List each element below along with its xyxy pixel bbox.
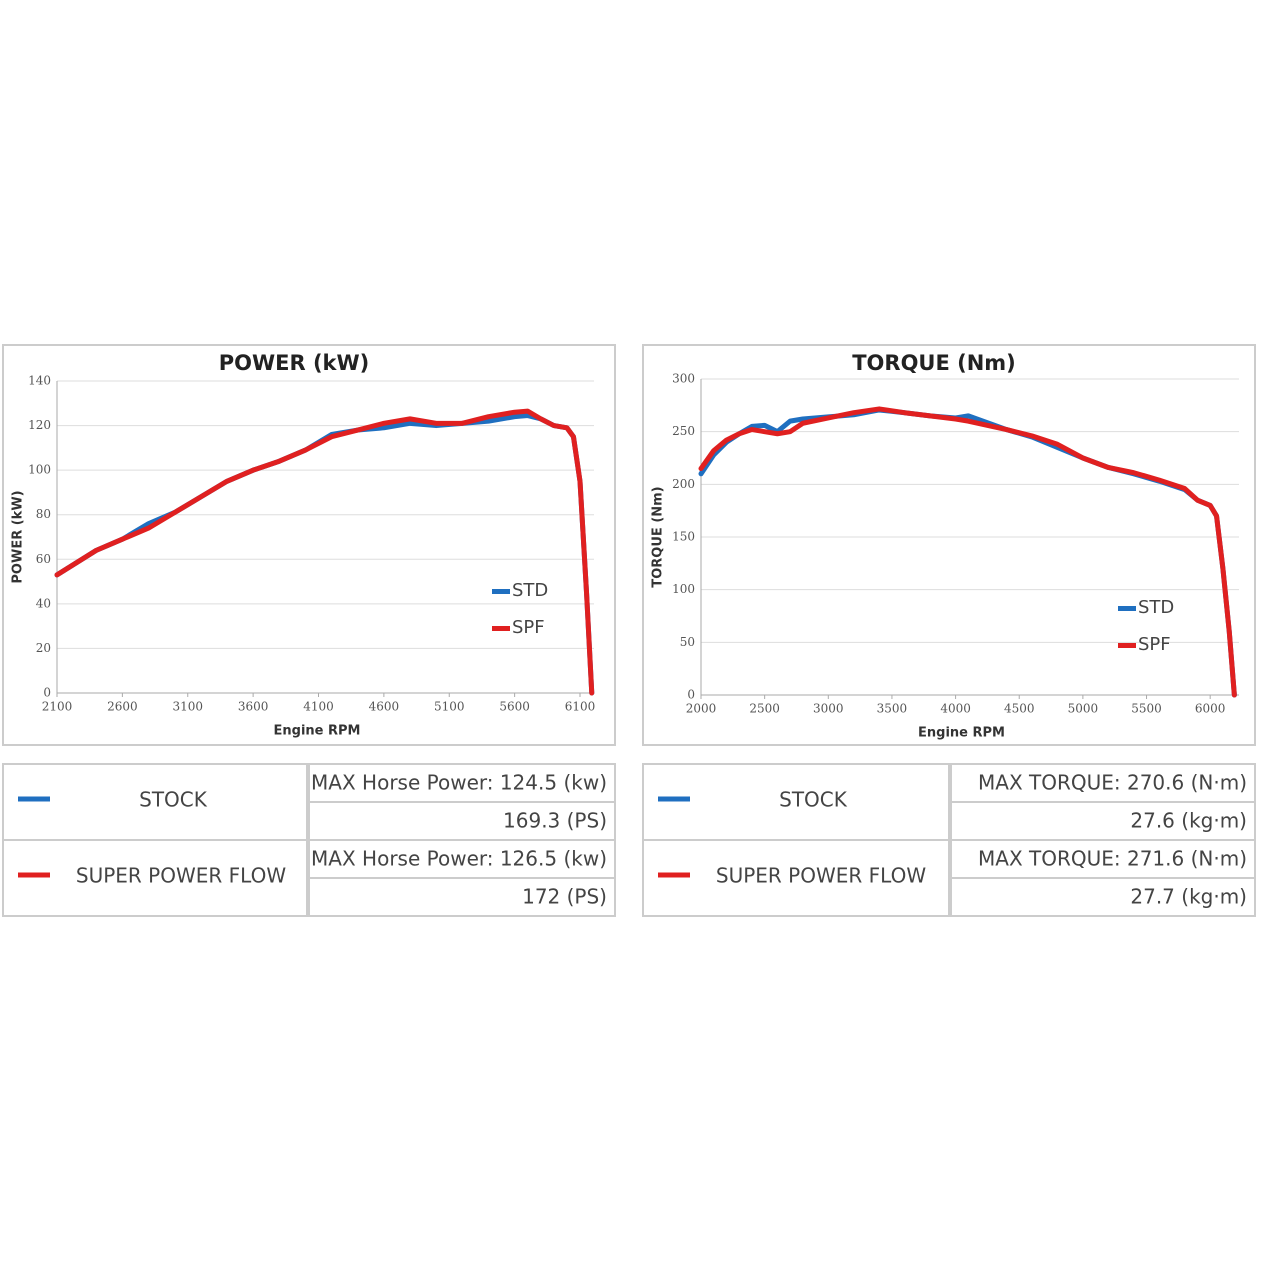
table-name-cell [642, 763, 950, 841]
x-axis-label: Engine RPM [274, 724, 361, 739]
y-tick-label: 0 [687, 688, 695, 702]
table-value: MAX TORQUE: 271.6 (N·m) [978, 847, 1247, 871]
y-tick-label: 0 [43, 686, 51, 700]
chart-title: TORQUE (Nm) [852, 351, 1016, 375]
legend-swatch [492, 626, 510, 631]
x-tick-label: 5500 [1131, 702, 1162, 716]
x-tick-label: 4100 [303, 700, 334, 714]
legend-label: SPF [1138, 634, 1171, 655]
y-tick-label: 100 [28, 463, 51, 477]
legend-label: SPF [512, 617, 545, 638]
x-tick-label: 2000 [686, 702, 717, 716]
y-axis-label: TORQUE (Nm) [651, 486, 666, 587]
x-tick-label: 3500 [877, 702, 908, 716]
y-tick-label: 150 [672, 530, 695, 544]
x-axis-label: Engine RPM [918, 726, 1005, 741]
table-value-cell [308, 839, 616, 879]
table-value-cell [950, 801, 1256, 841]
x-tick-label: 5000 [1068, 702, 1099, 716]
table-value-cell [308, 877, 616, 917]
series-line [698, 406, 1237, 698]
y-tick-label: 40 [36, 596, 51, 610]
chart-title: POWER (kW) [219, 351, 370, 375]
x-tick-label: 5100 [434, 700, 465, 714]
x-tick-label: 3600 [238, 700, 269, 714]
table-value: 172 (PS) [522, 885, 607, 909]
x-tick-label: 2500 [749, 702, 780, 716]
legend-swatch [492, 589, 510, 594]
y-tick-label: 20 [36, 641, 51, 655]
x-tick-label: 2100 [42, 700, 73, 714]
x-tick-label: 2600 [107, 700, 138, 714]
table-value-cell [950, 877, 1256, 917]
y-axis-label: POWER (kW) [11, 490, 26, 583]
y-tick-label: 80 [36, 507, 51, 521]
table-name-cell [2, 763, 308, 841]
x-tick-label: 3100 [172, 700, 203, 714]
y-tick-label: 300 [672, 372, 695, 386]
legend-swatch [1118, 643, 1136, 648]
table-name: SUPER POWER FLOW [76, 864, 286, 888]
table-value: MAX Horse Power: 126.5 (kw) [311, 847, 607, 871]
table-value: 169.3 (PS) [503, 809, 607, 833]
y-tick-label: 250 [672, 424, 695, 438]
table-name: STOCK [139, 788, 208, 812]
table-name: SUPER POWER FLOW [716, 864, 926, 888]
table-name-cell [642, 839, 950, 917]
table-value: 27.6 (kg·m) [1130, 809, 1247, 833]
x-tick-label: 3000 [813, 702, 844, 716]
x-tick-label: 4600 [369, 700, 400, 714]
chart-panel [2, 344, 616, 746]
x-tick-label: 4500 [1004, 702, 1035, 716]
x-tick-label: 6000 [1195, 702, 1226, 716]
x-tick-label: 4000 [940, 702, 971, 716]
series-line [54, 408, 595, 696]
y-tick-label: 50 [680, 635, 695, 649]
table-name-cell [2, 839, 308, 917]
y-tick-label: 200 [672, 477, 695, 491]
table-value: MAX Horse Power: 124.5 (kw) [311, 771, 607, 795]
table-value-cell [308, 801, 616, 841]
y-tick-label: 60 [36, 552, 51, 566]
x-tick-label: 5600 [499, 700, 530, 714]
y-tick-label: 140 [28, 374, 51, 388]
chart-panel [642, 344, 1256, 746]
x-tick-label: 6100 [565, 700, 596, 714]
y-tick-label: 100 [672, 582, 695, 596]
legend-label: STD [1138, 597, 1174, 618]
table-value: 27.7 (kg·m) [1130, 885, 1247, 909]
table-value-cell [950, 763, 1256, 803]
table-value: MAX TORQUE: 270.6 (N·m) [978, 771, 1247, 795]
y-tick-label: 120 [28, 418, 51, 432]
table-name: STOCK [779, 788, 848, 812]
table-value-cell [950, 839, 1256, 879]
legend-swatch [1118, 606, 1136, 611]
legend-label: STD [512, 580, 548, 601]
